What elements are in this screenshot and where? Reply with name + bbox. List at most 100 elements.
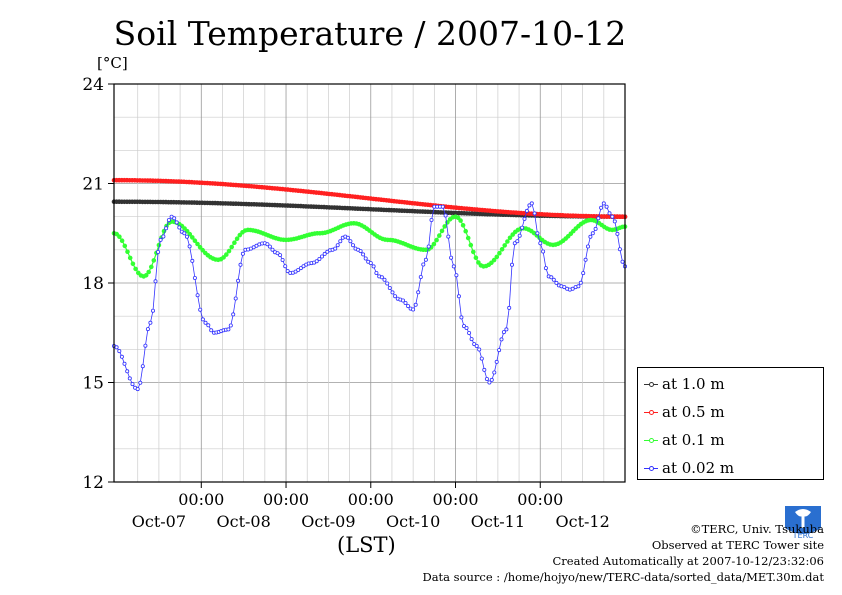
data-point <box>467 330 472 335</box>
data-point <box>524 208 529 213</box>
data-point <box>164 226 169 231</box>
data-point <box>229 244 235 250</box>
data-point <box>492 370 497 375</box>
data-point <box>442 224 448 229</box>
data-point <box>522 216 527 221</box>
data-point <box>436 233 442 238</box>
data-point <box>590 231 595 236</box>
data-point <box>270 247 275 252</box>
data-point <box>265 242 270 247</box>
data-point <box>586 244 591 249</box>
series-markers-2 <box>111 214 628 279</box>
legend-swatch-1m <box>644 381 658 387</box>
data-point <box>156 249 161 254</box>
data-point <box>238 262 243 267</box>
legend-item-1m: at 1.0 m <box>644 374 725 394</box>
data-point <box>507 305 512 310</box>
data-point <box>143 343 148 348</box>
data-point <box>368 261 373 266</box>
x-date-label: Oct-08 <box>217 512 271 531</box>
data-point <box>338 239 343 244</box>
data-point <box>497 250 502 256</box>
y-tick-label: 21 <box>82 175 104 195</box>
data-point <box>473 255 479 261</box>
data-point <box>426 244 431 249</box>
data-point <box>317 256 322 261</box>
data-point <box>350 243 355 248</box>
legend-item-002m: at 0.02 m <box>644 458 734 478</box>
data-point <box>119 238 125 244</box>
data-point <box>133 266 138 272</box>
data-point <box>497 348 502 353</box>
data-point <box>203 320 208 325</box>
data-point <box>198 307 203 312</box>
data-point <box>562 285 567 290</box>
data-point <box>374 270 379 275</box>
data-point <box>358 249 363 254</box>
data-point <box>532 211 537 216</box>
data-point <box>187 244 192 249</box>
data-point <box>149 264 154 270</box>
data-point <box>570 286 575 291</box>
data-point <box>393 294 398 299</box>
data-point <box>231 312 236 317</box>
data-point <box>122 243 128 249</box>
x-date-label: Oct-11 <box>471 512 525 531</box>
data-point <box>411 307 416 312</box>
data-point <box>232 240 237 246</box>
credit-source: Data source : /home/hojyo/new/TERC-data/… <box>422 570 824 584</box>
data-point <box>581 271 586 276</box>
data-point <box>136 270 141 276</box>
y-tick-label: 12 <box>82 473 104 493</box>
data-point <box>166 218 171 223</box>
data-point <box>127 376 132 381</box>
x-date-label: Oct-12 <box>555 512 609 531</box>
data-point <box>135 387 140 392</box>
data-point <box>543 266 548 271</box>
data-point <box>127 255 133 261</box>
data-point <box>278 253 283 258</box>
y-tick-label: 18 <box>82 274 104 294</box>
data-point <box>494 254 500 260</box>
data-point <box>146 269 152 275</box>
data-point <box>228 323 233 328</box>
x-tick-time-label: 00:00 <box>517 490 563 509</box>
data-point <box>226 327 231 332</box>
data-point <box>484 376 489 381</box>
data-point <box>520 225 525 230</box>
data-point <box>138 380 143 385</box>
legend-swatch-002m <box>644 465 658 471</box>
data-point <box>443 213 448 218</box>
data-point <box>509 262 514 267</box>
data-point <box>515 239 520 244</box>
x-date-label: Oct-10 <box>386 512 440 531</box>
data-point <box>390 290 395 295</box>
data-point <box>117 349 122 354</box>
legend-label-002m: at 0.02 m <box>662 459 735 477</box>
data-point <box>283 264 288 269</box>
data-point <box>192 275 197 280</box>
data-point <box>145 327 150 332</box>
data-point <box>200 247 206 253</box>
data-point <box>209 328 214 333</box>
data-point <box>151 258 157 263</box>
data-point <box>140 364 145 369</box>
data-point <box>479 356 484 361</box>
data-point <box>604 204 609 209</box>
data-point <box>469 337 474 342</box>
data-point <box>406 304 411 309</box>
data-point <box>429 217 434 222</box>
data-point <box>476 260 481 265</box>
data-point <box>541 249 546 254</box>
data-point <box>335 243 340 248</box>
data-point <box>468 242 474 248</box>
data-point <box>322 251 327 256</box>
credit-created: Created Automatically at 2007-10-12/23:3… <box>552 554 825 568</box>
data-point <box>371 264 376 269</box>
legend-label-1m: at 1.0 m <box>662 375 725 393</box>
data-point <box>517 233 522 238</box>
data-point <box>224 252 229 257</box>
data-point <box>200 317 205 322</box>
data-point <box>240 251 245 256</box>
